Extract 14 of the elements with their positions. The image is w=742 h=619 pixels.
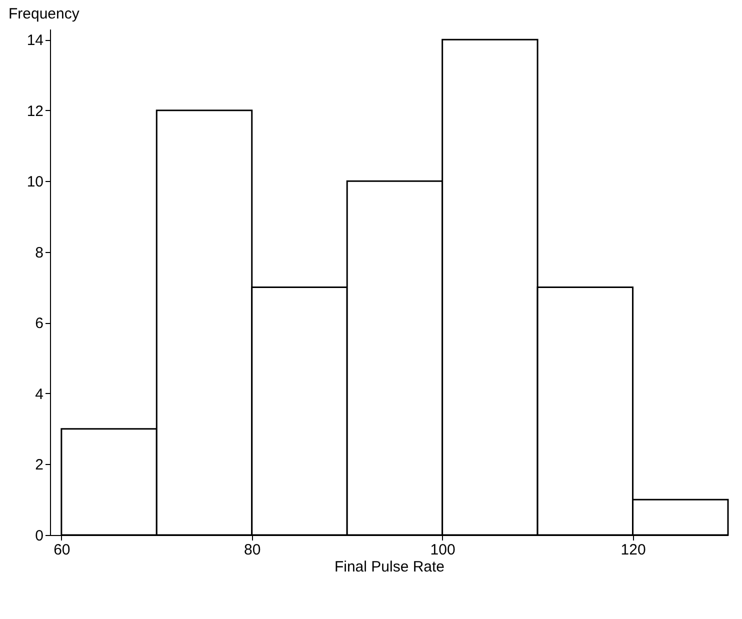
y-tick-label: 6 <box>35 315 44 332</box>
y-tick-label: 12 <box>26 102 44 120</box>
x-axis-title: Final Pulse Rate <box>334 558 445 576</box>
y-tick-label: 10 <box>26 174 44 191</box>
y-axis-title: Frequency <box>8 6 80 22</box>
x-tick-label: 80 <box>244 542 261 558</box>
y-tick-label: 0 <box>35 528 44 544</box>
x-tick-label: 100 <box>430 542 456 558</box>
x-tick-label: 60 <box>54 542 70 558</box>
x-tick-label: 120 <box>620 542 646 558</box>
y-tick-label: 8 <box>35 244 44 262</box>
y-tick-label: 2 <box>35 456 44 474</box>
y-tick-label: 4 <box>35 386 44 403</box>
y-tick-label: 14 <box>26 32 44 50</box>
